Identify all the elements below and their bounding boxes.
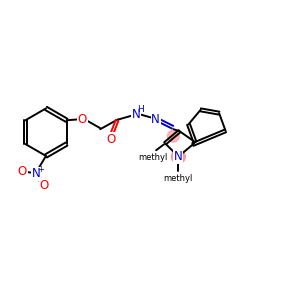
Text: N: N [174, 150, 183, 163]
Text: O: O [39, 179, 49, 192]
Text: H: H [137, 105, 144, 114]
Text: methyl: methyl [164, 174, 193, 183]
Circle shape [172, 150, 185, 164]
Circle shape [167, 130, 179, 142]
Text: O: O [18, 165, 27, 178]
Text: methyl: methyl [139, 153, 168, 162]
Text: +: + [38, 165, 44, 174]
Text: O: O [106, 133, 116, 146]
Text: N: N [32, 167, 40, 180]
Text: O: O [78, 113, 87, 126]
Text: N: N [131, 108, 140, 121]
Text: N: N [152, 113, 160, 126]
